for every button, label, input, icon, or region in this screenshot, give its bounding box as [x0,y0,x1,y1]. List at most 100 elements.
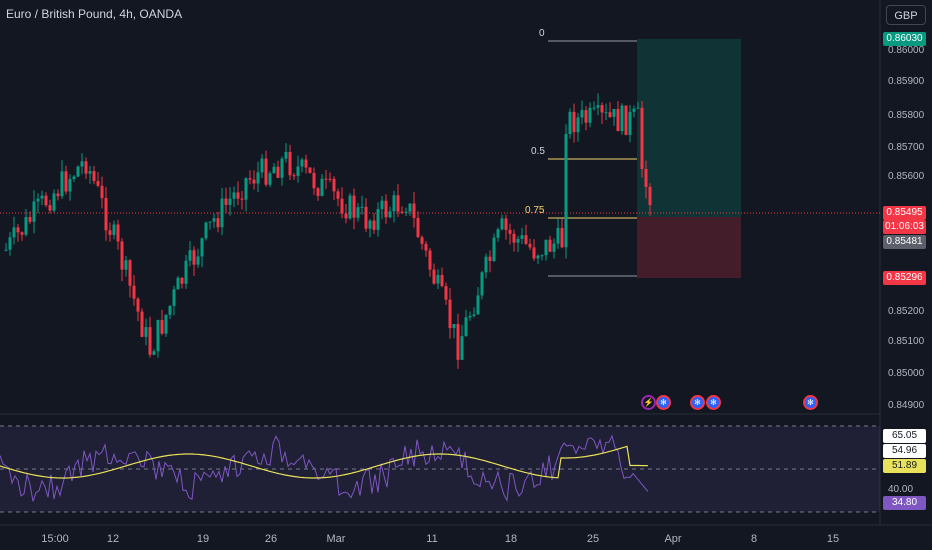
time-axis-label: 25 [586,533,600,545]
price-axis-label: 0.85000 [888,368,925,379]
time-axis-label: Mar [326,533,346,545]
candle-body [440,275,444,287]
candle-body [464,317,468,337]
candle-body [324,178,328,180]
candle-body [520,235,524,239]
target-price-tag: 0.86030 [883,32,926,46]
snowflake-icon[interactable]: ✻ [656,395,671,410]
candle-body [96,181,100,186]
candle-body [352,195,356,218]
candle-body [600,105,604,113]
candle-body [304,159,308,168]
candle-body [492,237,496,261]
candle-body [320,178,324,197]
current-price-tag: 0.85495 [883,206,926,220]
candle-body [8,237,12,250]
candle-body [616,109,620,132]
candle-body [400,211,404,213]
candle-body [380,200,384,210]
candle-body [460,336,464,360]
lightning-icon[interactable]: ⚡ [641,395,656,410]
candle-body [60,171,64,197]
candle-body [196,256,200,265]
currency-button[interactable]: GBP [886,5,926,25]
stop-zone [637,217,741,278]
candle-body [276,166,280,178]
candle-body [360,206,364,208]
candle-body [104,198,108,231]
candle-body [364,206,368,229]
candle-body [244,178,248,200]
time-axis-label: 12 [106,533,120,545]
candle-body [136,298,140,312]
candle-body [184,260,188,284]
candle-body [220,198,224,228]
candle-body [284,151,288,159]
candle-body [640,107,644,169]
candle-body [540,255,544,257]
candle-body [232,192,236,199]
rsi-ma-line [0,445,649,479]
candle-body [452,324,456,329]
snowflake-icon[interactable]: ✻ [690,395,705,410]
candle-body [396,195,400,212]
candle-body [132,285,136,299]
candle-body [300,159,304,167]
candle-body [472,314,476,316]
candle-body [128,260,132,286]
price-axis-label: 0.84900 [888,400,925,411]
candle-body [100,185,104,199]
candle-body [160,319,164,334]
candle-body [52,193,56,211]
candle-body [92,171,96,182]
snowflake-icon[interactable]: ✻ [803,395,818,410]
candle-body [20,232,24,235]
candle-body [408,203,412,212]
candle-body [392,195,396,212]
candle-body [168,305,172,315]
fib-level-075-label: 0.75 [525,205,545,216]
candle-body [544,239,548,256]
candle-body [580,110,584,118]
candle-body [632,108,636,112]
price-axis-label: 0.85600 [888,171,925,182]
candle-body [412,203,416,218]
price-axis-label: 0.85700 [888,142,925,153]
candle-body [620,105,624,132]
candle-body [36,198,40,202]
candle-body [76,166,80,177]
candle-body [64,171,68,192]
candle-body [508,229,512,234]
candle-body [488,256,492,261]
entry-price-tag: 0.85481 [883,235,926,249]
candle-body [496,229,500,238]
candle-body [468,315,472,318]
candle-body [608,112,612,117]
snowflake-icon[interactable]: ✻ [706,395,721,410]
candle-body [336,191,340,199]
candle-body [576,117,580,133]
candle-body [316,188,320,197]
candle-body [32,201,36,222]
candle-body [448,299,452,329]
time-axis-label: 15:00 [41,533,69,545]
rsi-line [0,434,649,503]
candle-body [484,256,488,273]
candle-body [180,277,184,284]
candle-body [444,286,448,300]
candle-body [556,228,560,244]
symbol-title[interactable]: Euro / British Pound, 4h, OANDA [6,7,183,21]
time-axis-label: 18 [504,533,518,545]
candle-body [212,218,216,222]
candle-body [584,110,588,123]
candle-body [204,222,208,239]
candle-body [248,178,252,180]
price-axis-label: 0.85100 [888,336,925,347]
candle-body [228,198,232,205]
candle-body [624,105,628,135]
candle-body [260,158,264,173]
candle-body [428,250,432,270]
rsi-mid-tag: 54.96 [883,444,926,458]
candle-body [48,205,52,211]
